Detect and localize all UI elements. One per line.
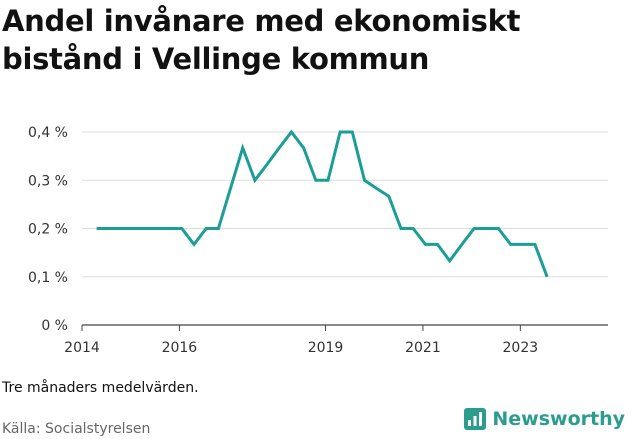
source-credit: Källa: Socialstyrelsen [2,421,151,437]
brand-name: Newsworthy [492,408,625,430]
x-tick-label: 2023 [503,340,539,356]
x-axis: 2014 2016 2019 2021 2023 [64,325,538,356]
x-tick-label: 2016 [162,340,198,356]
x-tick-label: 2021 [405,340,441,356]
y-tick-label: 0,1 % [28,270,68,286]
brand-logo: Newsworthy [464,408,625,430]
series-lines [96,129,549,278]
x-tick-label: 2014 [64,340,100,356]
y-tick-label: 0,4 % [28,125,68,141]
chart-icon [464,408,487,430]
y-axis-tick-labels: 0 % 0,1 % 0,2 % 0,3 % 0,4 % [28,125,68,334]
chart-title-line-1: Andel invånare med ekonomiskt [2,4,521,38]
y-tick-label: 0,2 % [28,222,68,238]
y-tick-label: 0,3 % [28,173,68,189]
chart-title: Andel invånare med ekonomiskt bistånd i … [2,2,622,78]
chart-title-line-2: bistånd i Vellinge kommun [2,42,430,76]
y-tick-label: 0 % [41,318,68,334]
series-line [96,129,549,278]
x-tick-label: 2019 [308,340,344,356]
chart-note: Tre månaders medelvärden. [2,380,199,396]
grid-lines [82,131,608,326]
